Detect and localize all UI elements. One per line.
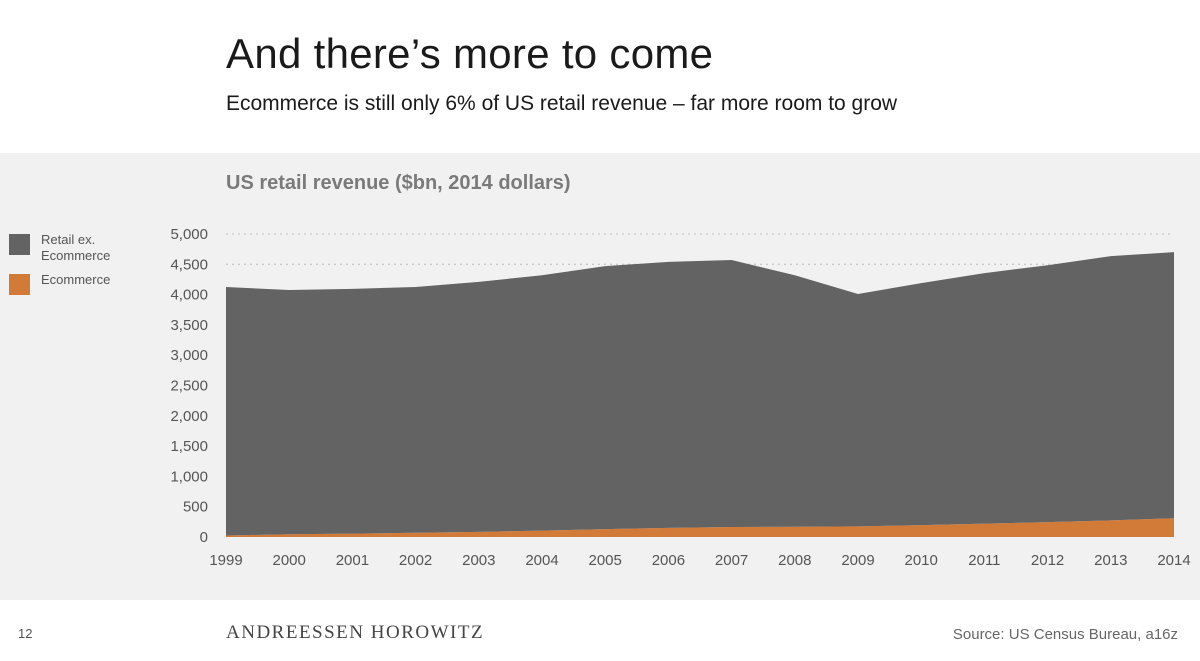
page-number: 12: [18, 626, 33, 641]
y-tick-label: 3,000: [170, 347, 208, 364]
x-tick-label: 1999: [209, 552, 242, 569]
chart-legend: Retail ex. Ecommerce Ecommerce: [9, 232, 131, 303]
source-note: Source: US Census Bureau, a16z: [952, 626, 1178, 643]
y-tick-label: 2,500: [170, 378, 208, 395]
x-tick-label: 2001: [336, 552, 369, 569]
y-tick-label: 5,000: [170, 226, 208, 243]
x-axis-ticks: 1999 2000 2001 2002 2003 2004 2005 2006 2007 2008…: [209, 552, 1190, 569]
x-tick-label: 2012: [1031, 552, 1064, 569]
legend-swatch-retail: [9, 234, 30, 255]
slide-subtitle: Ecommerce is still only 6% of US retail …: [226, 92, 898, 115]
x-tick-label: 2000: [273, 552, 306, 569]
y-tick-label: 1,500: [170, 438, 208, 455]
x-tick-label: 2003: [462, 552, 495, 569]
x-tick-label: 2002: [399, 552, 432, 569]
legend-item-retail: Retail ex. Ecommerce: [9, 232, 131, 264]
x-tick-label: 2007: [715, 552, 748, 569]
legend-swatch-ecommerce: [9, 274, 30, 295]
y-tick-label: 4,500: [170, 256, 208, 273]
y-tick-label: 3,500: [170, 317, 208, 334]
x-tick-label: 2011: [968, 552, 1000, 569]
y-tick-label: 500: [183, 499, 208, 516]
area-retail-ex-ecommerce: [226, 252, 1174, 536]
legend-item-ecommerce: Ecommerce: [9, 272, 131, 295]
x-tick-label: 2014: [1157, 552, 1190, 569]
x-tick-label: 2010: [905, 552, 938, 569]
x-tick-label: 2004: [525, 552, 558, 569]
y-axis-ticks: 0 500 1,000 1,500 2,000 2,500 3,000 3,500 4,000 4…: [170, 226, 208, 546]
y-tick-label: 2,000: [170, 408, 208, 425]
x-tick-label: 2009: [841, 552, 874, 569]
slide-title: And there’s more to come: [226, 30, 714, 77]
legend-label-ecommerce: Ecommerce: [41, 272, 111, 287]
x-tick-label: 2013: [1094, 552, 1127, 569]
y-tick-label: 4,000: [170, 287, 208, 304]
area-ecommerce: [226, 518, 1174, 537]
grid-lines: [226, 233, 1174, 265]
y-tick-label: 0: [200, 529, 208, 546]
legend-label-retail: Retail ex. Ecommerce: [41, 232, 111, 263]
area-series: [226, 252, 1174, 537]
brand-logo: ANDREESSEN HOROWITZ: [226, 622, 485, 643]
x-tick-label: 2005: [589, 552, 622, 569]
y-tick-label: 1,000: [170, 468, 208, 485]
chart-title: US retail revenue ($bn, 2014 dollars): [226, 172, 571, 194]
x-tick-label: 2008: [778, 552, 811, 569]
x-tick-label: 2006: [652, 552, 685, 569]
